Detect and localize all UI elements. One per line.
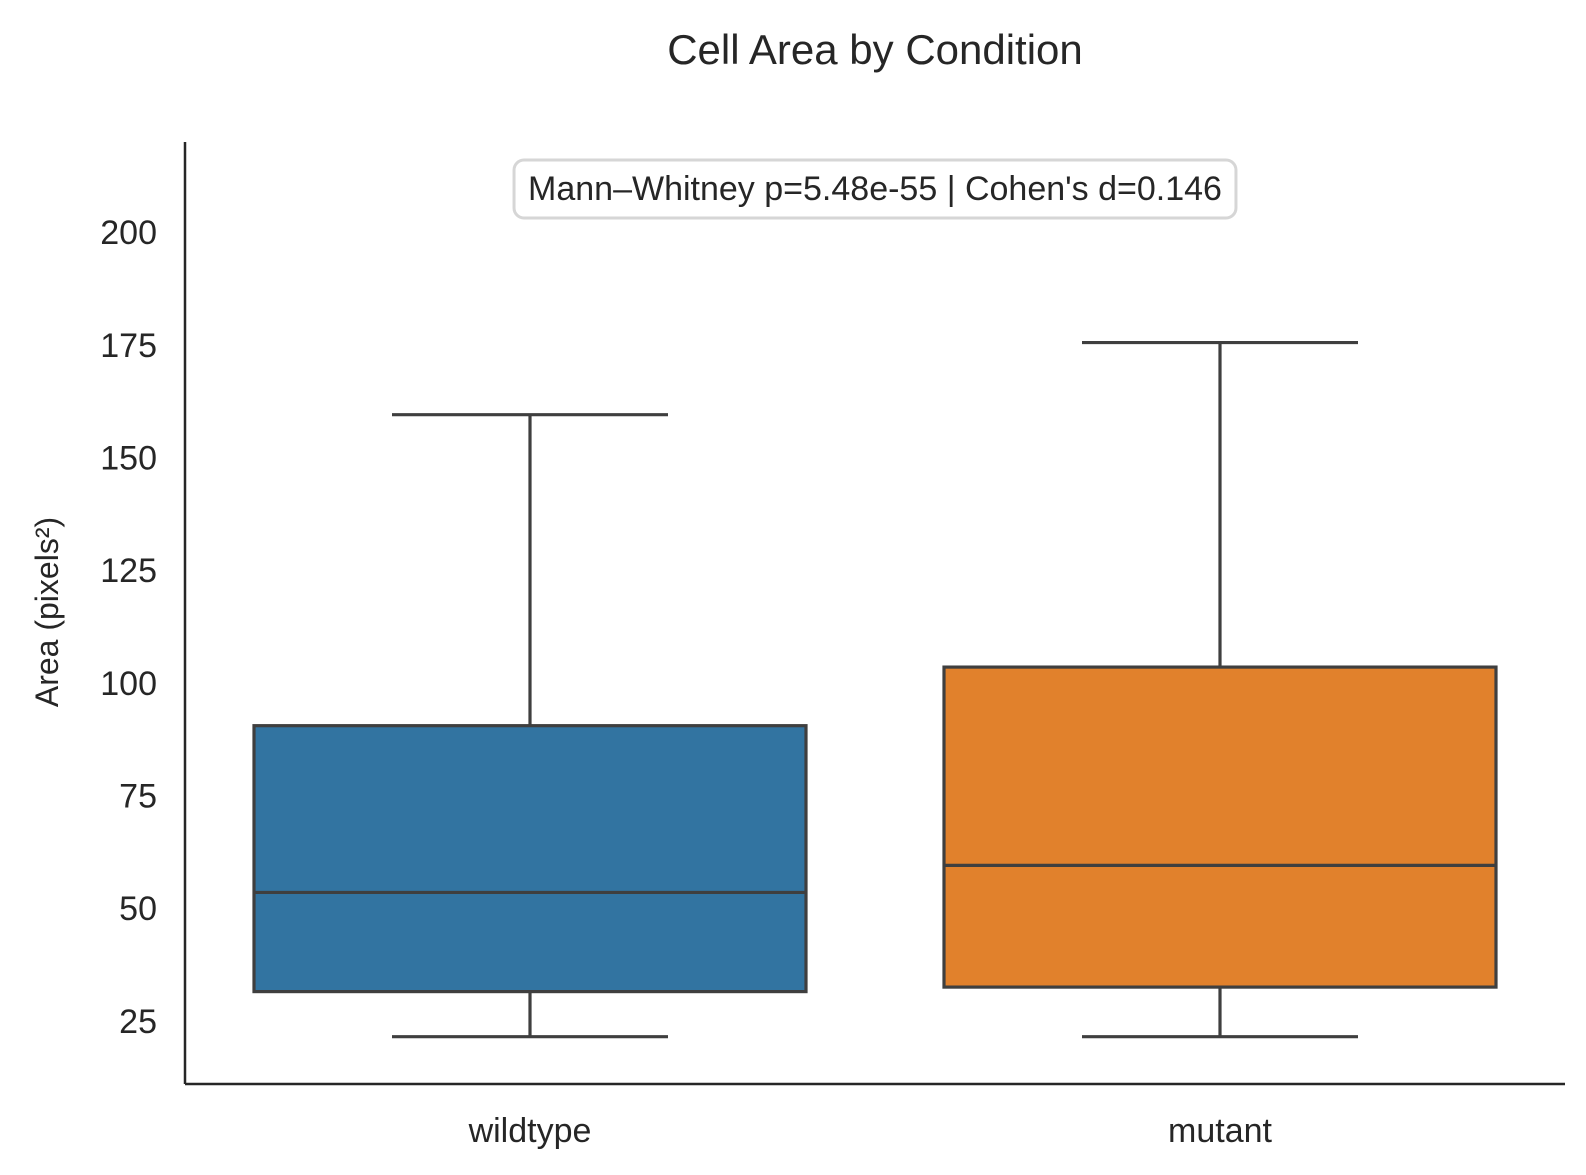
- iqr-box: [942, 665, 1498, 989]
- y-tick-label: 50: [119, 890, 157, 928]
- y-tick-label: 75: [119, 778, 157, 816]
- y-tick-label: 125: [100, 552, 157, 590]
- x-tick-label: mutant: [1168, 1112, 1272, 1150]
- y-tick-label: 200: [100, 214, 157, 252]
- y-tick-label: 100: [100, 665, 157, 703]
- plot-area: 25 50 75 100 125 150 175 200 wildtype mutant: [100, 214, 1498, 1150]
- iqr-box: [252, 724, 808, 994]
- y-axis-label: Area (pixels²): [29, 517, 65, 707]
- stats-annotation: Mann–Whitney p=5.48e-55 | Cohen's d=0.14…: [512, 158, 1238, 220]
- stats-annotation-text: Mann–Whitney p=5.48e-55 | Cohen's d=0.14…: [528, 170, 1222, 208]
- y-tick-label: 175: [100, 327, 157, 365]
- chart-title: Cell Area by Condition: [667, 26, 1083, 73]
- y-tick-label: 25: [119, 1003, 157, 1041]
- box-mutant: [942, 340, 1498, 1039]
- box-wildtype: [252, 413, 808, 1039]
- stats-annotation-box: [512, 158, 1238, 220]
- y-tick-label: 150: [100, 440, 157, 478]
- x-tick-label: wildtype: [468, 1112, 592, 1150]
